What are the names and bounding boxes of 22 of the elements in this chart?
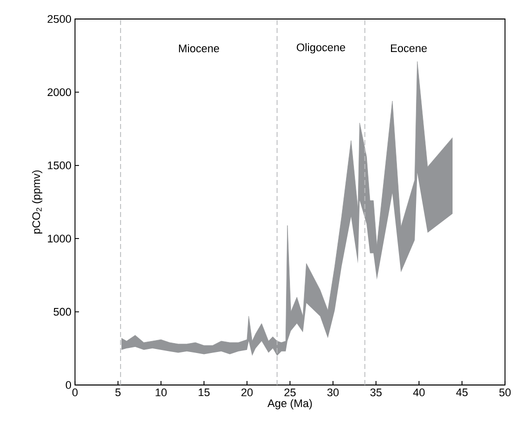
x-tick-label: 15 [198, 388, 210, 396]
x-tick-label: 40 [413, 388, 425, 396]
x-tick-label: 5 [115, 388, 121, 396]
x-tick-label: 25 [284, 388, 296, 396]
y-tick-label: 1500 [48, 162, 72, 170]
y-tick-label: 0 [66, 381, 72, 389]
x-tick-label: 10 [156, 388, 167, 396]
y-tick-label: 2000 [48, 88, 72, 96]
x-axis-title: Age (Ma) [267, 399, 312, 410]
y-tick-label: 2500 [48, 15, 72, 23]
x-tick-label: 0 [72, 388, 78, 396]
x-tick-label: 35 [370, 388, 382, 396]
x-tick-label: 45 [456, 388, 468, 396]
y-tick-label: 500 [54, 308, 72, 316]
annotation: Eocene [391, 44, 427, 52]
x-tick-label: 30 [327, 388, 339, 396]
annotation: Oligocene [296, 43, 346, 54]
y-tick-label: 1000 [48, 234, 72, 242]
y-axis-title: pCO$_{2}$ (ppmv) [32, 170, 42, 234]
x-tick-label: 50 [499, 388, 511, 396]
x-tick-label: 20 [241, 388, 253, 396]
annotation: Miocene [179, 44, 220, 52]
